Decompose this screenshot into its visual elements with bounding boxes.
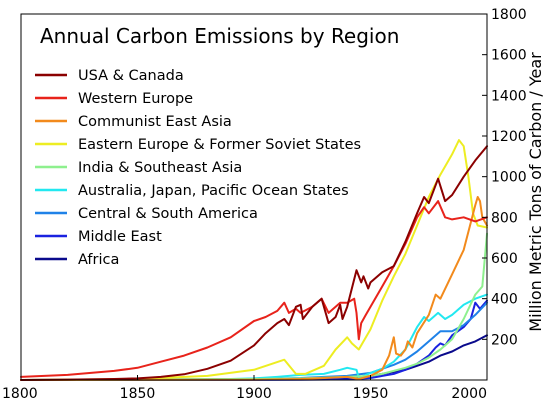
y-tick-label: 1400 [491, 88, 527, 104]
y-tick-label: 800 [491, 210, 518, 226]
legend-label-usa-canada: USA & Canada [78, 68, 184, 84]
y-tick-label: 1000 [491, 170, 527, 186]
series-layer [20, 139, 488, 381]
y-tick-label: 400 [491, 292, 518, 308]
legend-label-central-south-america: Central & South America [78, 206, 258, 222]
y-axis-label: Million Metric Tons of Carbon / Year [526, 52, 545, 332]
legend-label-western-europe: Western Europe [78, 91, 193, 107]
legend-label-africa: Africa [78, 252, 119, 268]
series-line-usa-canada [20, 145, 488, 381]
y-tick-label: 200 [491, 332, 518, 348]
series-line-communist-east-asia [20, 196, 488, 381]
series-line-western-europe [20, 200, 488, 378]
y-tick-label: 1800 [491, 7, 527, 23]
legend-label-communist-east-asia: Communist East Asia [78, 114, 232, 130]
legend-label-australia-japan-pacific-ocean-states: Australia, Japan, Pacific Ocean States [78, 183, 349, 199]
x-tick-label: 2000 [451, 386, 487, 402]
series-line-eastern-europe-former-soviet-states [20, 139, 488, 381]
y-tick-label: 1600 [491, 48, 527, 64]
x-tick-label: 1950 [353, 386, 389, 402]
x-tick-label: 1900 [236, 386, 272, 402]
series-line-middle-east [20, 299, 488, 381]
legend: USA & Canada Western Europe Communist East… [35, 68, 361, 268]
x-tick-label: 1800 [2, 386, 38, 402]
legend-label-middle-east: Middle East [78, 229, 162, 245]
series-line-australia-japan-pacific-ocean-states [20, 293, 488, 381]
legend-label-india-southeast-asia: India & Southeast Asia [78, 160, 242, 176]
y-tick-label: 1200 [491, 129, 527, 145]
x-tick-label: 1850 [120, 386, 156, 402]
series-line-central-south-america [20, 301, 488, 381]
x-axis: 1800 1850 1900 1950 2000 [2, 375, 488, 402]
y-tick-label: 600 [491, 251, 518, 267]
y-axis: 200 400 600 800 1000 1200 1400 1600 1800 [482, 7, 527, 348]
chart-title: Annual Carbon Emissions by Region [40, 24, 399, 48]
legend-label-eastern-europe-former-soviet-states: Eastern Europe & Former Soviet States [78, 137, 361, 153]
